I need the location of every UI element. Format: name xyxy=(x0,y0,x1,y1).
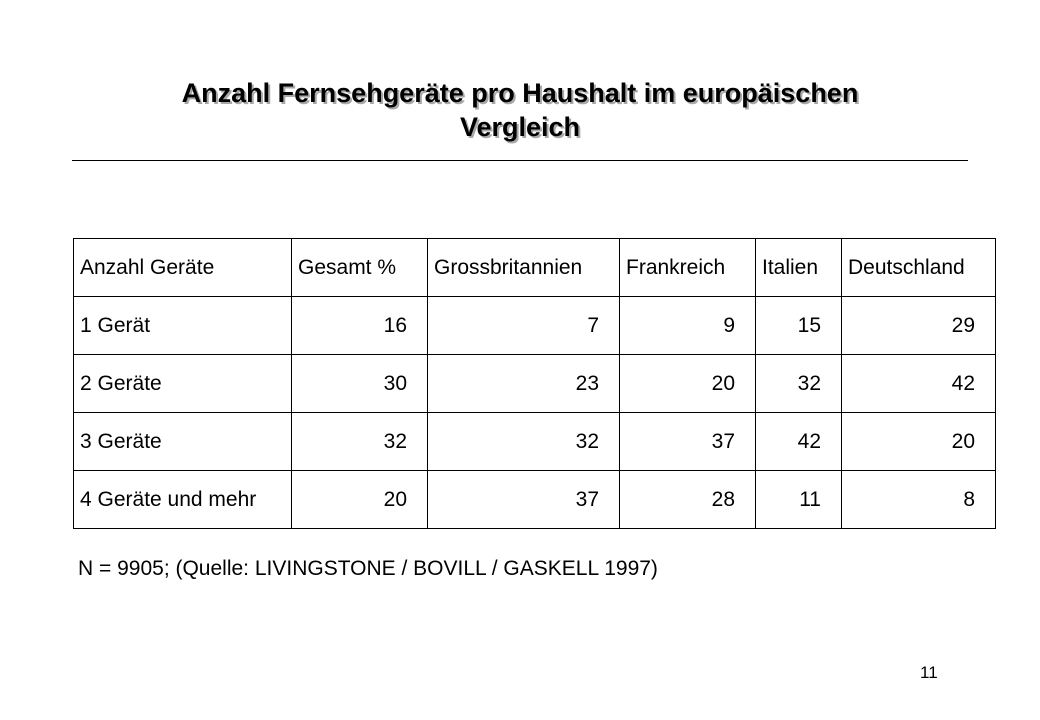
cell-frankreich: 37 xyxy=(619,412,756,471)
title-line-2: Vergleich xyxy=(459,112,581,142)
cell-frankreich: 9 xyxy=(619,296,756,355)
cell-italien: 11 xyxy=(755,470,842,529)
tv-sets-table: Anzahl Geräte Gesamt % Grossbritannien F… xyxy=(73,238,996,529)
cell-grossbritannien: 37 xyxy=(427,470,620,529)
source-footnote: N = 9905; (Quelle: LIVINGSTONE / BOVILL … xyxy=(78,557,658,580)
cell-italien: 32 xyxy=(755,354,842,413)
cell-grossbritannien: 23 xyxy=(427,354,620,413)
page-number: 11 xyxy=(920,663,938,682)
cell-frankreich: 28 xyxy=(619,470,756,529)
header-frankreich: Frankreich xyxy=(619,238,756,297)
row-label: 3 Geräte xyxy=(73,412,292,471)
title-divider xyxy=(72,160,968,161)
cell-gesamt: 16 xyxy=(291,296,428,355)
cell-grossbritannien: 32 xyxy=(427,412,620,471)
table-row: 1 Gerät 16 7 9 15 29 xyxy=(73,296,996,355)
cell-deutschland: 20 xyxy=(841,412,996,471)
cell-italien: 15 xyxy=(755,296,842,355)
table-row: 4 Geräte und mehr 20 37 28 11 8 xyxy=(73,470,996,529)
row-label: 1 Gerät xyxy=(73,296,292,355)
header-grossbritannien: Grossbritannien xyxy=(427,238,620,297)
row-label: 2 Geräte xyxy=(73,354,292,413)
cell-gesamt: 30 xyxy=(291,354,428,413)
header-deutschland: Deutschland xyxy=(841,238,996,297)
header-anzahl-geraete: Anzahl Geräte xyxy=(73,238,292,297)
cell-grossbritannien: 7 xyxy=(427,296,620,355)
cell-gesamt: 20 xyxy=(291,470,428,529)
cell-frankreich: 20 xyxy=(619,354,756,413)
table-header-row: Anzahl Geräte Gesamt % Grossbritannien F… xyxy=(73,238,996,297)
cell-deutschland: 42 xyxy=(841,354,996,413)
cell-deutschland: 29 xyxy=(841,296,996,355)
header-gesamt: Gesamt % xyxy=(291,238,428,297)
cell-gesamt: 32 xyxy=(291,412,428,471)
title-line-1: Anzahl Fernsehgeräte pro Haushalt im eur… xyxy=(181,78,859,108)
cell-deutschland: 8 xyxy=(841,470,996,529)
table-row: 3 Geräte 32 32 37 42 20 xyxy=(73,412,996,471)
header-italien: Italien xyxy=(755,238,842,297)
slide-title: Anzahl Fernsehgeräte pro Haushalt im eur… xyxy=(72,76,968,144)
table-row: 2 Geräte 30 23 20 32 42 xyxy=(73,354,996,413)
row-label: 4 Geräte und mehr xyxy=(73,470,292,529)
cell-italien: 42 xyxy=(755,412,842,471)
